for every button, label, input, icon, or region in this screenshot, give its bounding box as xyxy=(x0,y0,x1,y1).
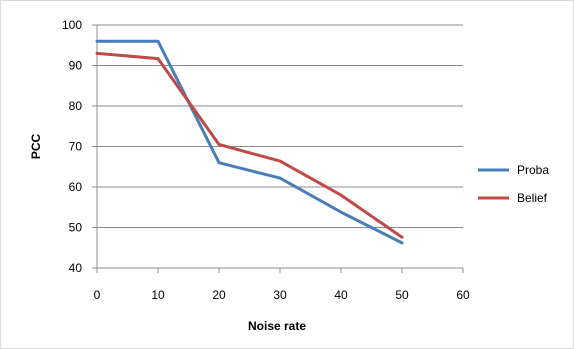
series-line-proba xyxy=(95,39,404,245)
series-line-belief xyxy=(95,51,404,239)
y-axis-title: PCC xyxy=(29,134,43,160)
x-tick-label: 20 xyxy=(212,288,226,302)
y-tick-label: 90 xyxy=(69,59,83,73)
y-tick-labels: 40 50 60 70 80 90 100 xyxy=(62,18,82,275)
grid-lines xyxy=(97,24,463,228)
series-lines xyxy=(95,39,404,245)
x-tick-label: 30 xyxy=(273,288,287,302)
x-tick-label: 50 xyxy=(395,288,409,302)
y-tick-label: 50 xyxy=(69,221,83,235)
x-tick-label: 0 xyxy=(94,288,101,302)
y-tick-label: 100 xyxy=(62,18,82,32)
y-tick-label: 60 xyxy=(69,180,83,194)
y-tick-label: 40 xyxy=(69,261,83,275)
legend-label-proba: Proba xyxy=(517,163,549,177)
x-axis-title: Noise rate xyxy=(248,319,306,333)
x-tick-labels: 0 10 20 30 40 50 60 xyxy=(94,288,470,302)
legend-label-belief: Belief xyxy=(517,191,548,205)
y-tick-label: 70 xyxy=(69,140,83,154)
axes xyxy=(92,24,464,273)
y-tick-label: 80 xyxy=(69,99,83,113)
legend: Proba Belief xyxy=(478,163,549,205)
x-tick-label: 10 xyxy=(151,288,165,302)
x-tick-label: 40 xyxy=(334,288,348,302)
x-tick-label: 60 xyxy=(456,288,470,302)
